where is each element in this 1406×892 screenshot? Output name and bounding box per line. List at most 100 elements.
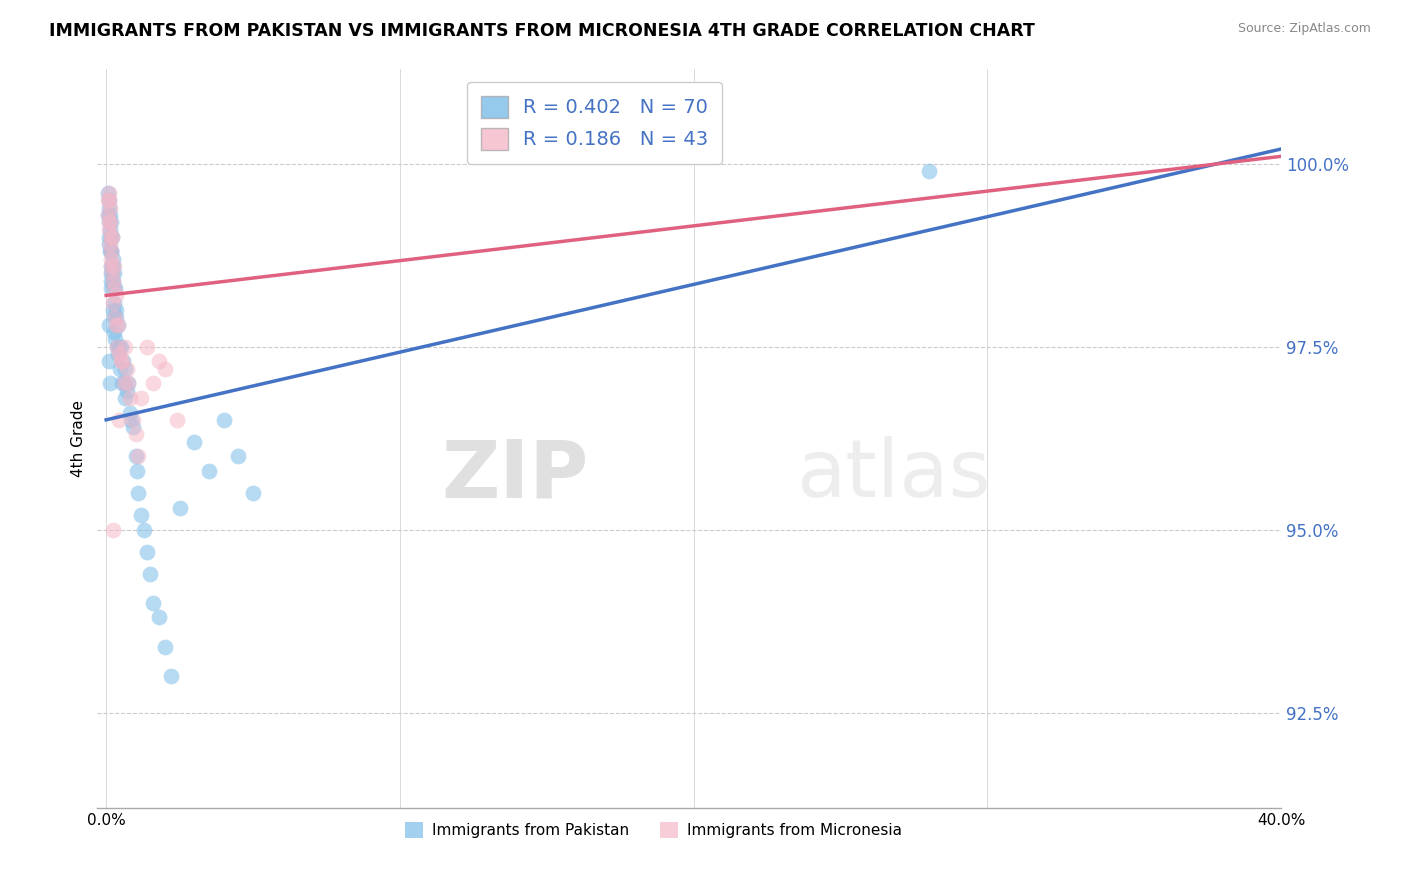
Point <box>198 464 221 478</box>
Point <box>169 500 191 515</box>
Point <box>166 413 188 427</box>
Point <box>104 288 127 302</box>
Point <box>107 347 129 361</box>
Point <box>118 391 141 405</box>
Point <box>142 376 165 391</box>
Point <box>101 274 124 288</box>
Point <box>108 347 131 361</box>
Point <box>105 303 128 318</box>
Point <box>100 267 122 281</box>
Point <box>98 201 121 215</box>
Point <box>110 354 132 368</box>
Point <box>103 281 125 295</box>
Point <box>97 215 120 229</box>
Point <box>98 222 121 236</box>
Point <box>153 640 176 654</box>
Point <box>115 384 138 398</box>
Point <box>105 340 128 354</box>
Point <box>100 259 122 273</box>
Point <box>148 610 170 624</box>
Point <box>101 303 124 318</box>
Point <box>159 669 181 683</box>
Point <box>121 413 143 427</box>
Point <box>100 274 122 288</box>
Point <box>142 596 165 610</box>
Point <box>108 340 131 354</box>
Point <box>98 244 121 259</box>
Point <box>124 450 146 464</box>
Point <box>112 376 135 391</box>
Text: atlas: atlas <box>796 436 990 514</box>
Point <box>114 361 136 376</box>
Point <box>100 230 122 244</box>
Point <box>136 544 159 558</box>
Point <box>98 208 121 222</box>
Point <box>114 391 136 405</box>
Point <box>111 376 134 391</box>
Point <box>97 237 120 252</box>
Point <box>917 164 939 178</box>
Point <box>104 332 127 346</box>
Point <box>153 361 176 376</box>
Point <box>117 376 139 391</box>
Point <box>112 354 135 368</box>
Point <box>98 215 121 229</box>
Point <box>97 194 120 208</box>
Point <box>183 434 205 449</box>
Y-axis label: 4th Grade: 4th Grade <box>72 400 86 476</box>
Point <box>148 354 170 368</box>
Point <box>107 318 129 332</box>
Point <box>101 230 124 244</box>
Point <box>107 318 129 332</box>
Point <box>104 281 127 295</box>
Point <box>98 186 121 200</box>
Point <box>101 252 124 266</box>
Point <box>136 340 159 354</box>
Point <box>242 486 264 500</box>
Point <box>111 354 134 368</box>
Point <box>100 281 122 295</box>
Point <box>134 523 156 537</box>
Point <box>103 267 125 281</box>
Point <box>97 194 120 208</box>
Point <box>98 376 121 391</box>
Point <box>101 230 124 244</box>
Point <box>101 267 124 281</box>
Point <box>98 222 121 236</box>
Point <box>131 508 153 522</box>
Point <box>117 376 139 391</box>
Point <box>100 244 122 259</box>
Point <box>108 413 131 427</box>
Point <box>103 310 125 325</box>
Point <box>103 259 125 273</box>
Point <box>103 295 125 310</box>
Point <box>105 318 128 332</box>
Point <box>120 413 142 427</box>
Point <box>103 259 125 273</box>
Point <box>139 566 162 581</box>
Point <box>127 450 149 464</box>
Point <box>103 295 125 310</box>
Point <box>101 267 124 281</box>
Point <box>98 354 121 368</box>
Point <box>100 259 122 273</box>
Legend: Immigrants from Pakistan, Immigrants from Micronesia: Immigrants from Pakistan, Immigrants fro… <box>399 816 908 845</box>
Point <box>98 230 121 244</box>
Point <box>124 427 146 442</box>
Point <box>100 230 122 244</box>
Point <box>118 405 141 419</box>
Point <box>115 361 138 376</box>
Point <box>97 318 120 332</box>
Point <box>104 310 127 325</box>
Point <box>114 340 136 354</box>
Point <box>97 215 120 229</box>
Text: IMMIGRANTS FROM PAKISTAN VS IMMIGRANTS FROM MICRONESIA 4TH GRADE CORRELATION CHA: IMMIGRANTS FROM PAKISTAN VS IMMIGRANTS F… <box>49 22 1035 40</box>
Point <box>100 244 122 259</box>
Point <box>110 361 132 376</box>
Text: Source: ZipAtlas.com: Source: ZipAtlas.com <box>1237 22 1371 36</box>
Point <box>101 523 124 537</box>
Point <box>97 208 120 222</box>
Point <box>125 464 148 478</box>
Point <box>101 274 124 288</box>
Point <box>97 208 120 222</box>
